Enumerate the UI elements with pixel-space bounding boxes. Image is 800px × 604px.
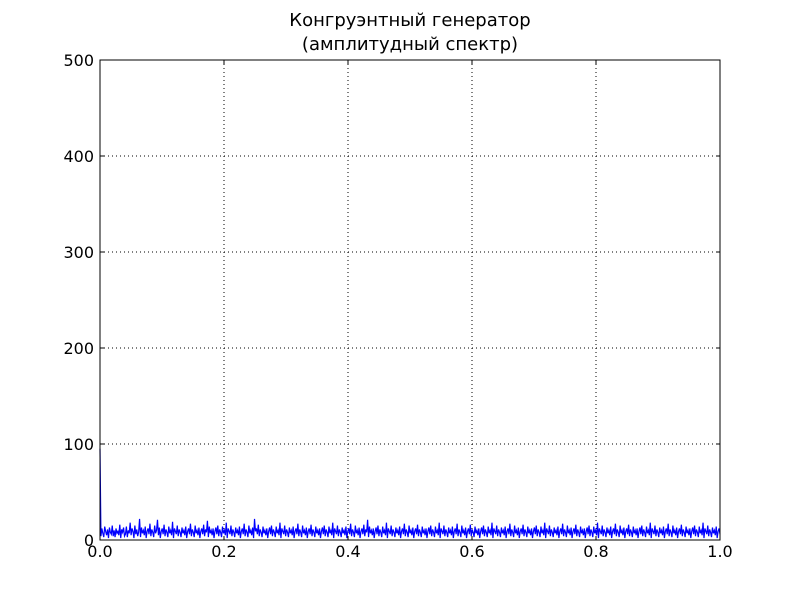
grid-lines [100, 60, 720, 540]
y-tick-label: 500 [63, 51, 94, 70]
y-tick-label: 300 [63, 243, 94, 262]
x-tick-label: 0.8 [583, 542, 608, 561]
y-tick-label: 400 [63, 147, 94, 166]
plot-area [100, 60, 720, 540]
axes-frame [99, 59, 721, 541]
series-group [99, 448, 721, 539]
x-tick-labels: 0.0 0.2 0.4 0.6 0.8 1.0 [87, 542, 732, 561]
x-tick-label: 0.2 [211, 542, 236, 561]
x-tick-label: 0.4 [335, 542, 360, 561]
y-tick-label: 100 [63, 435, 94, 454]
y-tick-labels: 0 100 200 300 400 500 [63, 51, 94, 550]
x-tick-label: 1.0 [707, 542, 732, 561]
chart-subtitle: (амплитудный спектр) [302, 34, 518, 55]
spectrum-line [99, 448, 721, 539]
axis-ticks [99, 59, 721, 541]
x-tick-label: 0.0 [87, 542, 112, 561]
chart-title: Конгруэнтный генератор [289, 10, 530, 31]
y-tick-label: 200 [63, 339, 94, 358]
x-tick-label: 0.6 [459, 542, 484, 561]
y-tick-label: 0 [84, 531, 94, 550]
